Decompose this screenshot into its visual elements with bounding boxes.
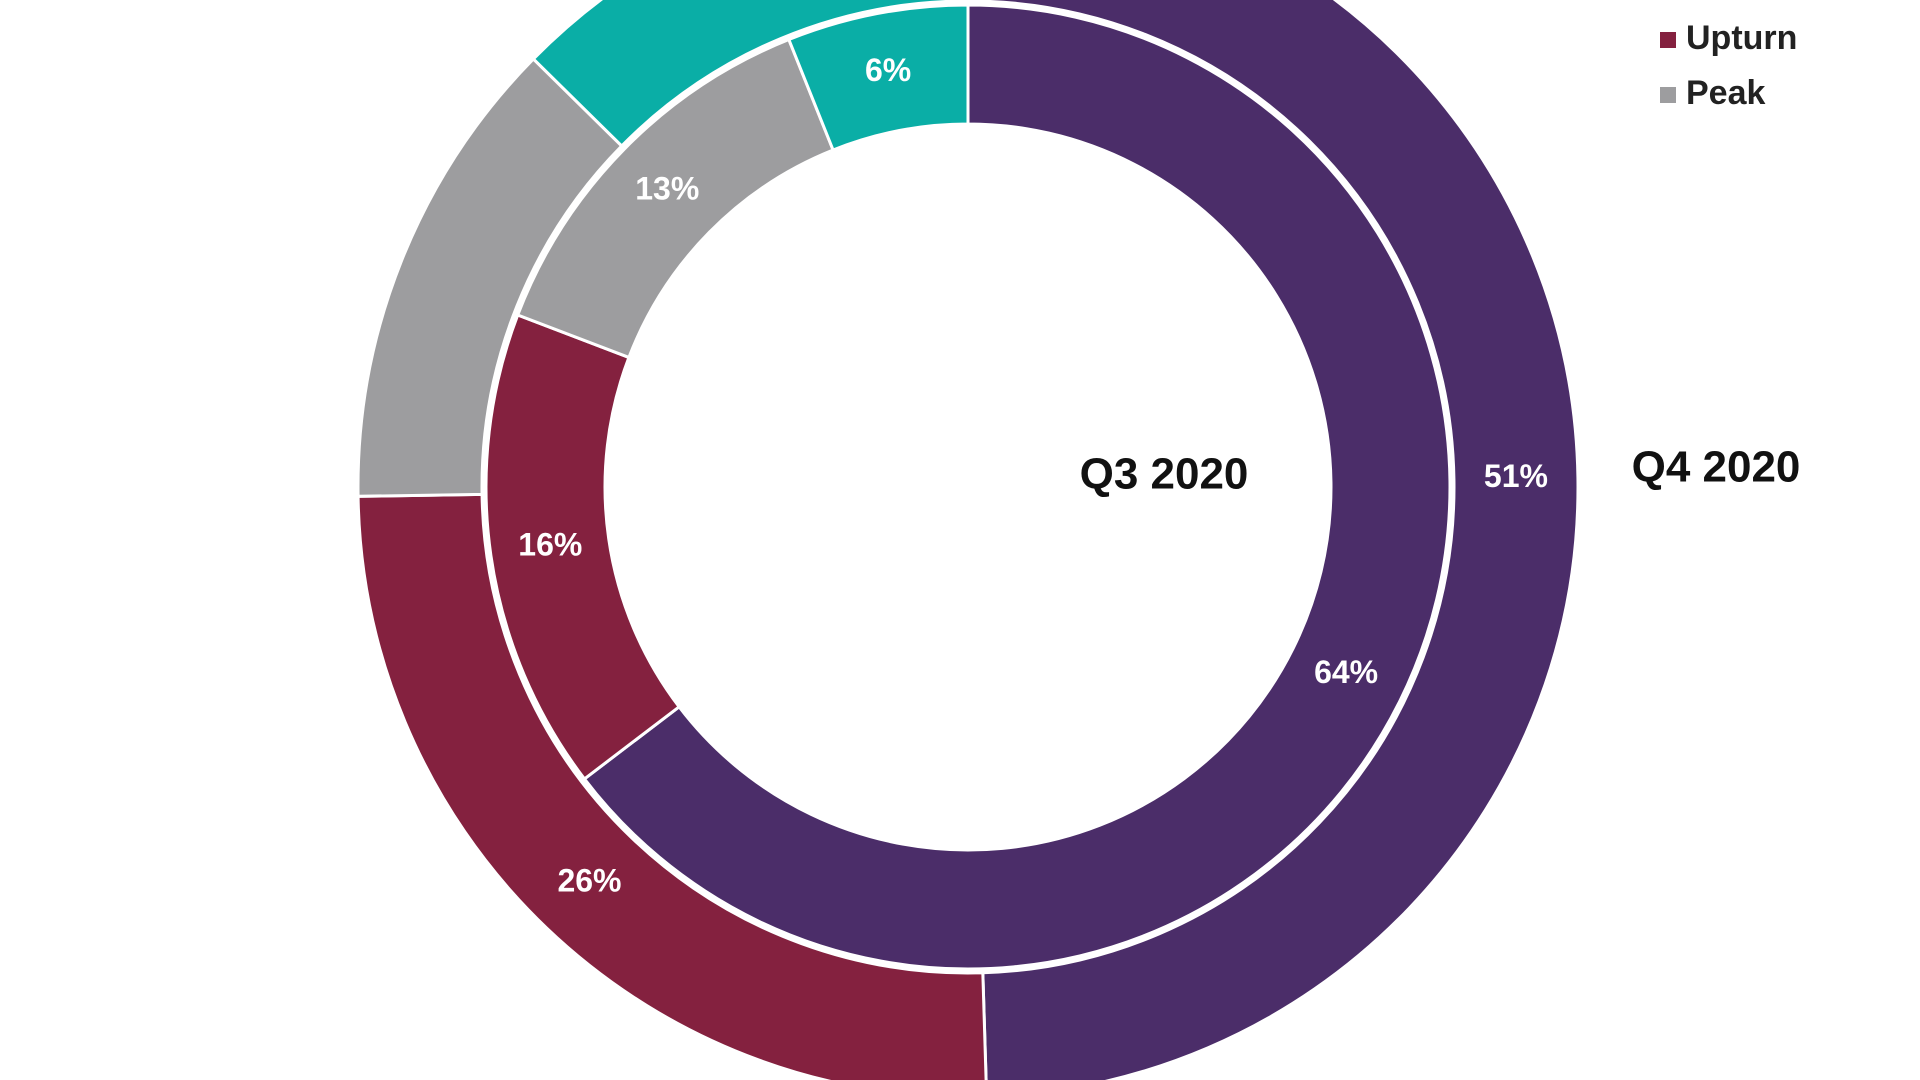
- legend-label-0: Upturn: [1686, 19, 1797, 57]
- slice-label-inner-2: 13%: [635, 170, 699, 206]
- slice-inner-3: [786, 3, 970, 152]
- slice-label-inner-3: 6%: [865, 52, 911, 88]
- ring-label-outer: Q4 2020: [1632, 443, 1801, 492]
- inner-ring-q3-2020: [484, 3, 1452, 971]
- slice-label-outer-0: 51%: [1484, 458, 1548, 494]
- legend-label-1: Peak: [1686, 74, 1765, 112]
- slice-outer-0: [966, 0, 1580, 1080]
- slice-inner-0: [582, 3, 1452, 971]
- legend: Upturn Peak: [1660, 19, 1797, 112]
- slice-label-outer-1: 26%: [557, 863, 621, 899]
- slice-outer-1: [356, 492, 988, 1080]
- outer-ring-q4-2020: [356, 0, 1580, 1080]
- slice-outer-3: [531, 0, 970, 149]
- slice-label-inner-1: 16%: [518, 527, 582, 563]
- legend-swatch-1: [1660, 87, 1676, 103]
- legend-swatch-0: [1660, 32, 1676, 48]
- ring-label-inner: Q3 2020: [1080, 450, 1249, 499]
- slice-labels: 51%26%13%64%16%13%6%: [518, 52, 1548, 899]
- slice-label-inner-0: 64%: [1314, 654, 1378, 690]
